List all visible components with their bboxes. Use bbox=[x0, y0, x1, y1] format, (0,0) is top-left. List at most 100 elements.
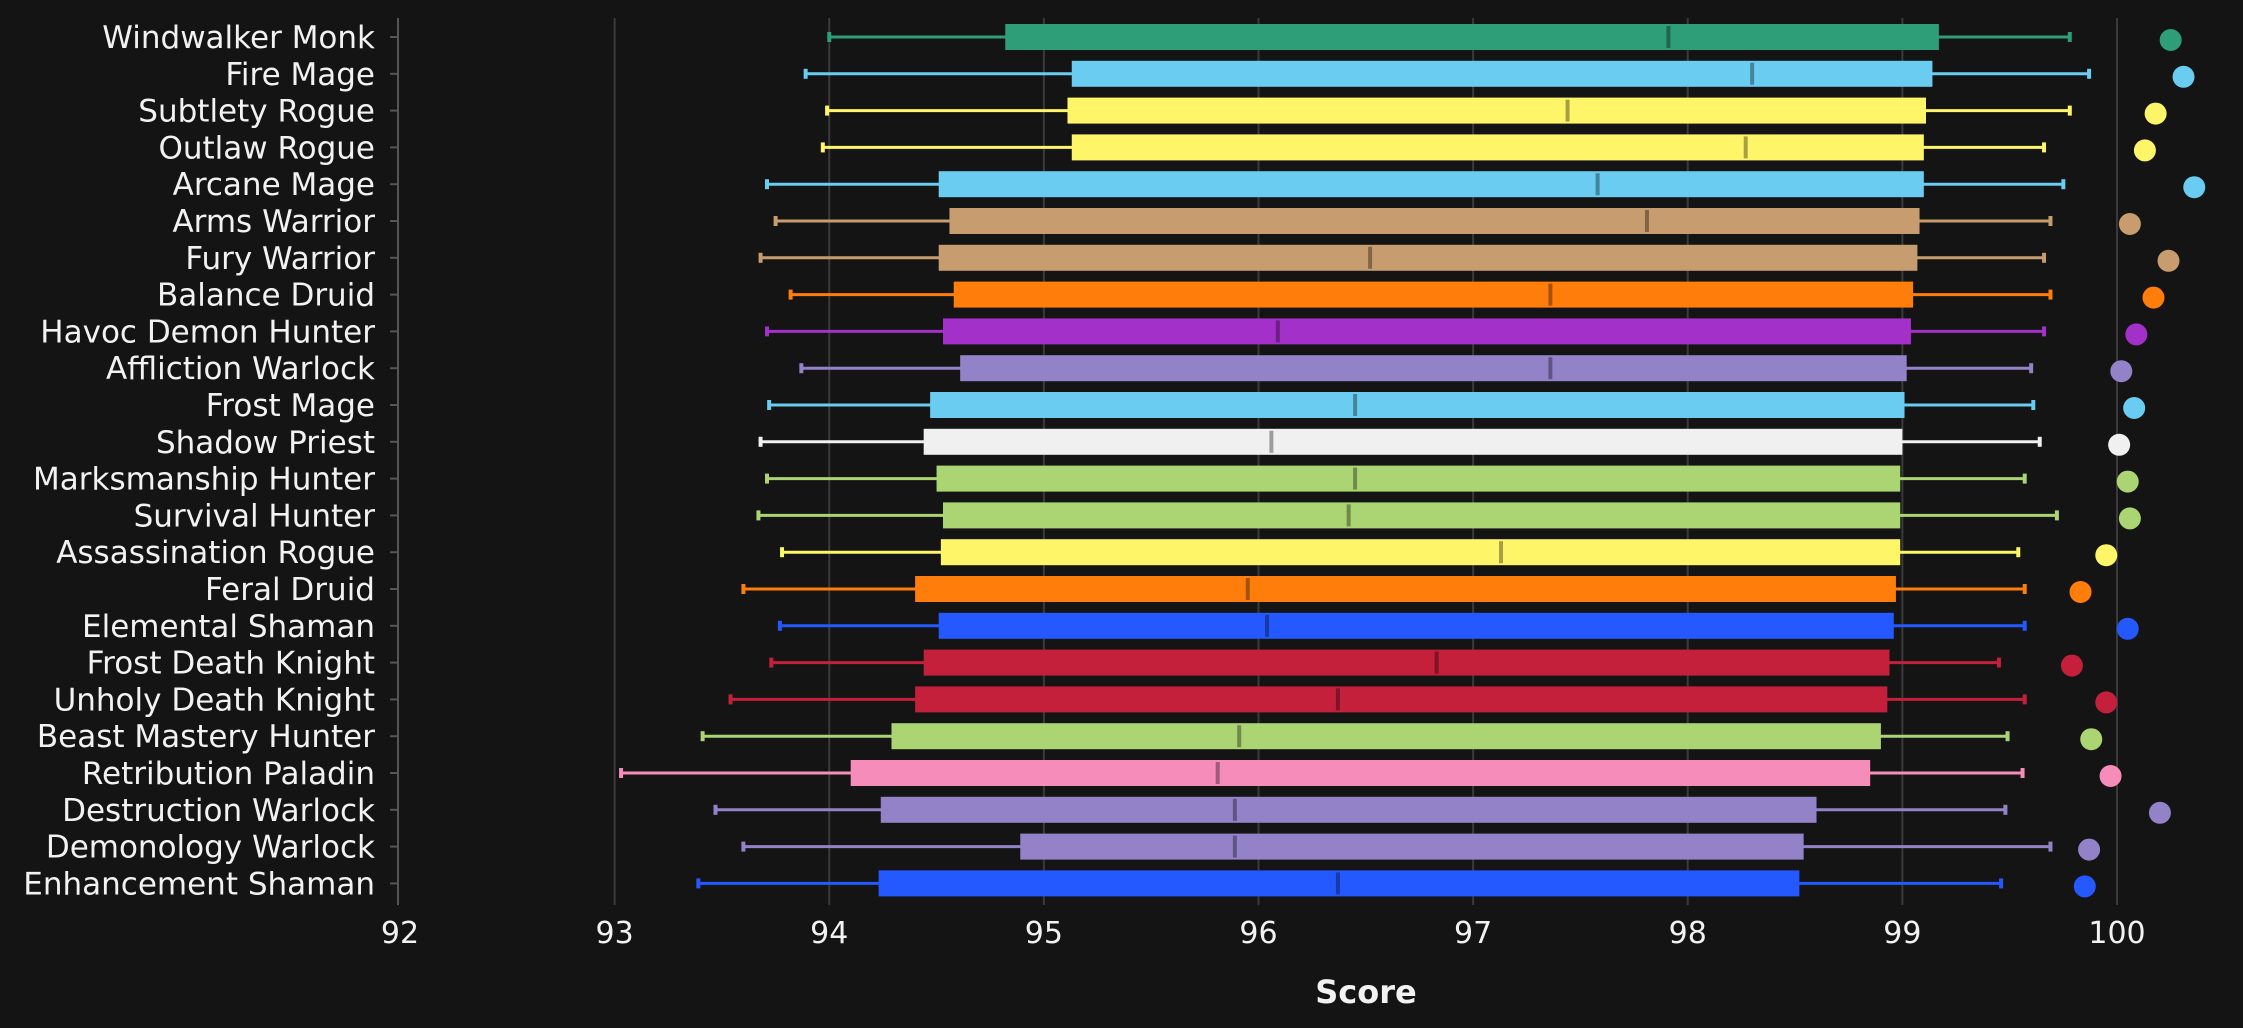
category-label: Balance Druid bbox=[157, 278, 375, 314]
outlier-point bbox=[2095, 691, 2118, 714]
outlier-point bbox=[2157, 249, 2180, 272]
box-row: Windwalker Monk bbox=[102, 20, 2182, 56]
box-row: Elemental Shaman bbox=[82, 609, 2139, 645]
box-row: Marksmanship Hunter bbox=[33, 462, 2139, 498]
category-label: Fury Warrior bbox=[185, 241, 375, 277]
box-row: Destruction Warlock bbox=[62, 793, 2171, 829]
outlier-point bbox=[2118, 213, 2141, 235]
outlier-point bbox=[2144, 102, 2167, 125]
box-row: Havoc Demon Hunter bbox=[40, 314, 2148, 350]
x-tick-label: 92 bbox=[381, 916, 419, 951]
box-row: Shadow Priest bbox=[156, 425, 2131, 461]
outlier-point bbox=[2095, 544, 2118, 567]
box-row: Balance Druid bbox=[157, 278, 2165, 314]
iqr-box bbox=[943, 318, 1911, 345]
category-label: Arcane Mage bbox=[173, 167, 375, 203]
outlier-point bbox=[2183, 176, 2206, 199]
outlier-point bbox=[2159, 29, 2182, 51]
category-label: Windwalker Monk bbox=[102, 20, 375, 56]
outlier-point bbox=[2099, 765, 2122, 787]
category-label: Marksmanship Hunter bbox=[33, 462, 375, 498]
box-row: Arcane Mage bbox=[173, 167, 2206, 203]
category-label: Arms Warrior bbox=[172, 204, 375, 240]
box-row: Retribution Paladin bbox=[82, 756, 2122, 792]
iqr-box bbox=[1071, 60, 1933, 87]
x-tick-label: 93 bbox=[596, 916, 634, 951]
iqr-box bbox=[1071, 134, 1924, 161]
category-label: Unholy Death Knight bbox=[54, 682, 375, 718]
y-axis bbox=[390, 18, 399, 905]
category-label: Frost Death Knight bbox=[87, 646, 375, 682]
category-label: Feral Druid bbox=[205, 572, 375, 608]
iqr-box bbox=[940, 539, 1901, 566]
outlier-point bbox=[2116, 470, 2139, 493]
iqr-box bbox=[923, 428, 1903, 455]
iqr-box bbox=[938, 612, 1894, 639]
box-row: Frost Death Knight bbox=[87, 646, 2083, 682]
outlier-point bbox=[2108, 433, 2131, 456]
outlier-point bbox=[2078, 838, 2101, 861]
box-row: Survival Hunter bbox=[134, 498, 2141, 534]
x-axis-label: Score bbox=[1315, 973, 1416, 1011]
box-row: Subtlety Rogue bbox=[138, 94, 2167, 130]
outlier-point bbox=[2080, 728, 2103, 751]
box-row: Arms Warrior bbox=[172, 204, 2141, 240]
iqr-box bbox=[943, 502, 1901, 529]
box-row: Feral Druid bbox=[205, 572, 2092, 608]
outlier-point bbox=[2069, 581, 2092, 603]
iqr-box bbox=[938, 171, 1924, 198]
box-row: Unholy Death Knight bbox=[54, 682, 2118, 718]
box-row: Outlaw Rogue bbox=[158, 130, 2156, 166]
outlier-point bbox=[2148, 801, 2171, 824]
box-row: Fire Mage bbox=[225, 57, 2195, 93]
x-tick-label: 95 bbox=[1025, 916, 1063, 951]
category-label: Elemental Shaman bbox=[82, 609, 375, 645]
box-row: Frost Mage bbox=[206, 388, 2146, 424]
category-label: Beast Mastery Hunter bbox=[37, 719, 375, 755]
outlier-point bbox=[2142, 286, 2165, 309]
outlier-point bbox=[2125, 323, 2148, 346]
box-row: Demonology Warlock bbox=[46, 830, 2101, 866]
outlier-point bbox=[2123, 397, 2146, 419]
x-tick-label: 94 bbox=[810, 916, 848, 951]
iqr-box bbox=[1020, 833, 1804, 860]
category-label: Shadow Priest bbox=[156, 425, 375, 461]
outlier-point bbox=[2116, 617, 2139, 640]
iqr-box bbox=[960, 355, 1907, 382]
outlier-point bbox=[2133, 139, 2156, 162]
category-label: Frost Mage bbox=[206, 388, 375, 424]
iqr-box bbox=[915, 686, 1888, 713]
iqr-box bbox=[953, 281, 1914, 308]
iqr-box bbox=[1005, 24, 1939, 50]
iqr-box bbox=[880, 796, 1817, 823]
x-tick-label: 97 bbox=[1454, 916, 1492, 951]
box-row: Assassination Rogue bbox=[56, 535, 2118, 571]
category-label: Fire Mage bbox=[225, 57, 375, 93]
outlier-point bbox=[2073, 875, 2096, 898]
x-tick-label: 96 bbox=[1239, 916, 1277, 951]
iqr-box bbox=[949, 208, 1920, 234]
x-axis-ticks: 92 93 94 95 96 97 98 99 100 bbox=[381, 916, 2146, 951]
category-label: Enhancement Shaman bbox=[23, 866, 375, 902]
outlier-point bbox=[2118, 507, 2141, 530]
outlier-point bbox=[2110, 360, 2133, 383]
category-label: Assassination Rogue bbox=[56, 535, 375, 571]
outlier-point bbox=[2172, 65, 2195, 88]
iqr-box bbox=[878, 870, 1800, 897]
box-row: Affliction Warlock bbox=[106, 351, 2133, 387]
x-tick-label: 100 bbox=[2088, 916, 2145, 951]
box-row: Enhancement Shaman bbox=[23, 866, 2096, 902]
iqr-box bbox=[891, 723, 1881, 750]
x-tick-label: 99 bbox=[1883, 916, 1921, 951]
iqr-box bbox=[915, 576, 1896, 602]
iqr-box bbox=[930, 392, 1905, 418]
category-label: Demonology Warlock bbox=[46, 830, 375, 866]
outlier-point bbox=[2060, 654, 2083, 677]
box-row: Beast Mastery Hunter bbox=[37, 719, 2103, 755]
category-label: Subtlety Rogue bbox=[138, 94, 375, 130]
iqr-box bbox=[1067, 97, 1926, 124]
category-label: Destruction Warlock bbox=[62, 793, 375, 829]
category-label: Havoc Demon Hunter bbox=[40, 314, 375, 350]
